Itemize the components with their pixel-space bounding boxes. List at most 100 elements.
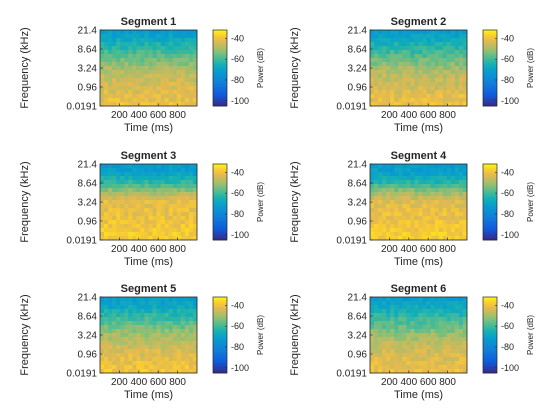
spectrogram-cell [438,70,444,75]
spectrogram-cell [450,200,456,205]
spectrogram-cell [386,46,391,51]
spectrogram-cell [120,30,125,35]
spectrogram-cell [136,172,141,177]
spectrogram-cell [390,184,395,189]
spectrogram-cell [370,313,375,318]
spectrogram-cell [192,30,198,35]
spectrogram-cell [394,309,399,314]
spectrogram-cell [132,90,137,95]
spectrogram-cell [136,184,141,189]
colorbar-segment [483,75,497,78]
spectrogram-cell [414,321,419,326]
spectrogram-cell [434,196,440,201]
spectrogram-cell [148,86,153,91]
spectrogram-cell [168,305,174,310]
spectrogram-cell [184,82,190,87]
colorbar-segment [213,304,227,307]
colorbar-segment [213,52,227,56]
spectrogram-cell [132,236,137,241]
spectrogram-cell [374,200,379,205]
spectrogram-cell [450,78,456,83]
spectrogram-cell [450,297,456,302]
spectrogram-cell [160,301,166,306]
spectrogram-cell [450,232,456,237]
spectrogram-cell [454,66,460,71]
spectrogram-cell [458,180,464,185]
spectrogram-cell [136,212,141,217]
spectrogram-cell [128,164,133,169]
y-tick-label: 3.24 [348,331,368,342]
spectrogram-cell [410,236,415,241]
spectrogram-cell [160,90,166,95]
spectrogram-cell [382,232,387,237]
spectrogram-cell [100,164,105,169]
spectrogram-cell [124,224,129,229]
spectrogram-cell [176,224,182,229]
colorbar-segment [483,49,497,52]
spectrogram-cell [152,180,157,185]
colorbar-segment [213,333,227,336]
spectrogram-cell [104,361,109,366]
y-tick-label: 21.4 [348,293,368,304]
spectrogram-cell [462,78,468,83]
spectrogram-cell [148,232,153,237]
spectrogram-cell [454,349,460,354]
spectrogram-cell [406,62,411,67]
spectrogram-cell [180,192,186,197]
spectrogram-cell [462,46,468,51]
colorbar-segment [213,104,227,107]
spectrogram-cell [374,337,379,342]
spectrogram-cell [156,66,161,71]
spectrogram-cell [160,66,166,71]
colorbar-segment [213,369,227,372]
spectrogram-cell [414,66,419,71]
spectrogram-cell [422,94,427,99]
spectrogram-cell [188,192,194,197]
spectrogram-cell [378,70,383,75]
spectrogram-cell [462,369,468,374]
spectrogram-cell [446,70,452,75]
spectrogram-cell [454,301,460,306]
spectrogram-cell [410,216,415,221]
spectrogram-cell [188,86,194,91]
spectrogram-cell [394,313,399,318]
spectrogram-cell [418,78,423,83]
spectrogram-cell [410,224,415,229]
spectrogram-cell [192,325,198,330]
spectrogram-cell [136,62,141,67]
colorbar-segment [213,73,227,76]
spectrogram-cell [422,361,427,366]
spectrogram-cell [454,62,460,67]
spectrogram-cell [370,321,375,326]
spectrogram-cell [180,74,186,79]
spectrogram-cell [116,102,121,107]
spectrogram-cell [100,353,105,358]
spectrogram-cell [374,309,379,314]
spectrogram-cell [176,164,182,169]
spectrogram-cell [462,184,468,189]
spectrogram-cell [152,38,157,43]
spectrogram-cell [418,309,423,314]
spectrogram-cell [394,46,399,51]
spectrogram-cell [124,184,129,189]
spectrogram-cell [406,58,411,63]
spectrogram-cell [180,341,186,346]
spectrogram-cell [116,337,121,342]
spectrogram-cell [370,220,375,225]
spectrogram-cell [172,42,178,47]
spectrogram-cell [136,321,141,326]
spectrogram-cell [446,236,452,241]
spectrogram-cell [180,82,186,87]
colorbar-segment [483,50,497,54]
spectrogram-cell [168,224,174,229]
spectrogram-cell [418,228,423,233]
spectrogram-cell [398,34,403,39]
spectrogram-cell [418,313,423,318]
spectrogram-cell [156,232,161,237]
spectrogram-cell [116,357,121,362]
spectrogram-cell [116,82,121,87]
spectrogram-cell [410,228,415,233]
spectrogram-cell [438,236,444,241]
spectrogram-cell [442,98,448,103]
spectrogram-cell [458,34,464,39]
